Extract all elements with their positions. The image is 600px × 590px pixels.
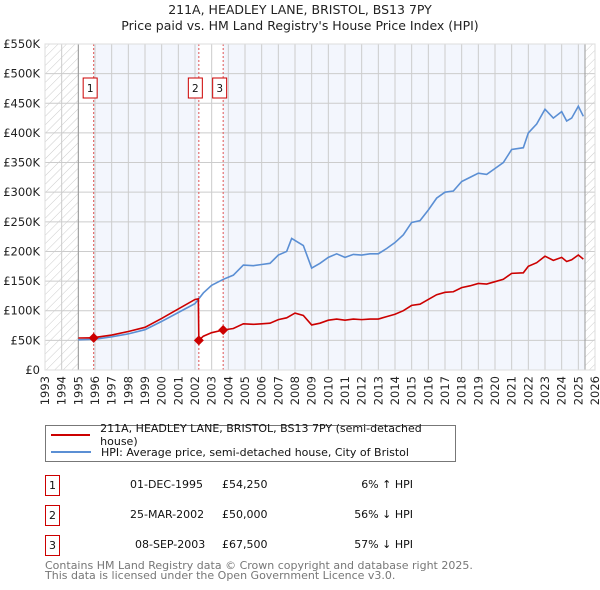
legend-item-property: 211A, HEADLEY LANE, BRISTOL, BS13 7PY (s…	[46, 422, 455, 448]
x-tick-label: 2002	[188, 376, 202, 405]
sale-point	[88, 332, 99, 343]
footer-line-2: This data is licensed under the Open Gov…	[45, 569, 396, 582]
sale-hpi-diff: 56% ↓ HPI	[354, 508, 413, 521]
blue-line-swatch	[51, 451, 91, 453]
sale-row: 1 01-DEC-1995 £54,250 6% ↑ HPI	[45, 475, 465, 496]
legend-label: HPI: Average price, semi-detached house,…	[101, 445, 409, 459]
sale-row: 3 08-SEP-2003 £67,500 57% ↓ HPI	[45, 535, 465, 556]
ownership-band	[93, 44, 199, 370]
x-tick-label: 2018	[455, 376, 469, 405]
legend-item-hpi: HPI: Average price, semi-detached house,…	[46, 444, 409, 460]
x-tick-label: 2003	[205, 376, 219, 405]
sale-point	[193, 335, 204, 346]
plot-border	[44, 43, 596, 371]
no-data-hatch	[585, 44, 595, 370]
x-tick-label: 1995	[71, 376, 85, 405]
x-tick-label: 2004	[221, 376, 235, 405]
sale-date: 01-DEC-1995	[130, 478, 204, 491]
y-tick-label: £550K	[3, 37, 40, 51]
y-tick-label: £350K	[3, 156, 40, 170]
legend: 211A, HEADLEY LANE, BRISTOL, BS13 7PY (s…	[45, 422, 456, 462]
hpi-line	[78, 104, 585, 341]
sale-label: 3	[216, 83, 223, 95]
sale-number-badge: 2	[45, 505, 60, 526]
x-tick-label: 2026	[588, 376, 600, 405]
x-tick-label: 2014	[388, 376, 402, 405]
x-tick-label: 2010	[321, 376, 335, 405]
x-tick-label: 2007	[271, 376, 285, 405]
y-tick-label: £200K	[3, 244, 40, 258]
x-tick-label: 2025	[571, 376, 585, 405]
x-tick-label: 2005	[238, 376, 252, 405]
x-tick-label: 2023	[538, 376, 552, 405]
ownership-band	[223, 44, 585, 370]
price-chart: 1993 1994 1995 1996 1997 1998 1999 2000 2001 2002…	[3, 37, 600, 405]
sale-price: £54,250	[222, 478, 268, 491]
y-tick-label: £0	[25, 363, 40, 377]
sale-point	[218, 324, 229, 335]
sale-date: 25-MAR-2002	[130, 508, 205, 521]
y-tick-label: £400K	[3, 126, 40, 140]
y-tick-label: £150K	[3, 274, 40, 288]
x-tick-label: 2012	[355, 376, 369, 405]
y-tick-label: £50K	[11, 333, 41, 347]
legend-label: 211A, HEADLEY LANE, BRISTOL, BS13 7PY (s…	[100, 422, 422, 448]
x-tick-label: 2017	[438, 376, 452, 405]
x-tick-label: 2006	[255, 376, 269, 405]
x-tick-label: 1993	[38, 376, 52, 405]
sale-row: 2 25-MAR-2002 £50,000 56% ↓ HPI	[45, 505, 465, 526]
property-price-line	[78, 254, 584, 343]
x-tick-label: 2020	[488, 376, 502, 405]
sale-date: 08-SEP-2003	[135, 538, 206, 551]
y-tick-label: £300K	[3, 185, 40, 199]
x-tick-label: 1994	[55, 376, 69, 405]
sale-hpi-diff: 57% ↓ HPI	[354, 538, 413, 551]
y-tick-label: £500K	[3, 67, 40, 81]
sale-price: £50,000	[222, 508, 268, 521]
sale-label-box	[82, 77, 98, 99]
red-line-swatch	[51, 434, 91, 436]
x-tick-label: 2021	[505, 376, 519, 405]
sale-label: 2	[192, 83, 199, 95]
sale-hpi-diff: 6% ↑ HPI	[361, 478, 413, 491]
x-tick-label: 1996	[88, 376, 102, 405]
x-tick-label: 2022	[521, 376, 535, 405]
x-tick-label: 2008	[288, 376, 302, 405]
sale-number-badge: 3	[45, 535, 60, 556]
sale-price: £67,500	[222, 538, 268, 551]
y-tick-label: £450K	[3, 96, 40, 110]
x-tick-label: 2015	[405, 376, 419, 405]
x-tick-label: 2016	[421, 376, 435, 405]
y-tick-label: £250K	[3, 215, 40, 229]
x-tick-label: 2024	[555, 376, 569, 405]
x-tick-label: 2013	[371, 376, 385, 405]
x-tick-label: 2009	[305, 376, 319, 405]
sale-label: 1	[87, 83, 94, 95]
chart-title: 211A, HEADLEY LANE, BRISTOL, BS13 7PY	[168, 2, 432, 17]
x-tick-label: 2000	[155, 376, 169, 405]
sale-label-box	[187, 77, 203, 99]
sale-label-box	[212, 77, 228, 99]
y-tick-label: £100K	[3, 304, 40, 318]
x-tick-label: 1998	[121, 376, 135, 405]
x-tick-label: 1999	[138, 376, 152, 405]
footer-line-1: Contains HM Land Registry data © Crown c…	[45, 559, 473, 572]
x-tick-label: 2011	[338, 376, 352, 405]
x-tick-label: 2001	[171, 376, 185, 405]
x-tick-label: 2019	[471, 376, 485, 405]
chart-subtitle: Price paid vs. HM Land Registry's House …	[121, 18, 479, 33]
x-tick-label: 1997	[105, 376, 119, 405]
sale-number-badge: 1	[45, 475, 60, 496]
